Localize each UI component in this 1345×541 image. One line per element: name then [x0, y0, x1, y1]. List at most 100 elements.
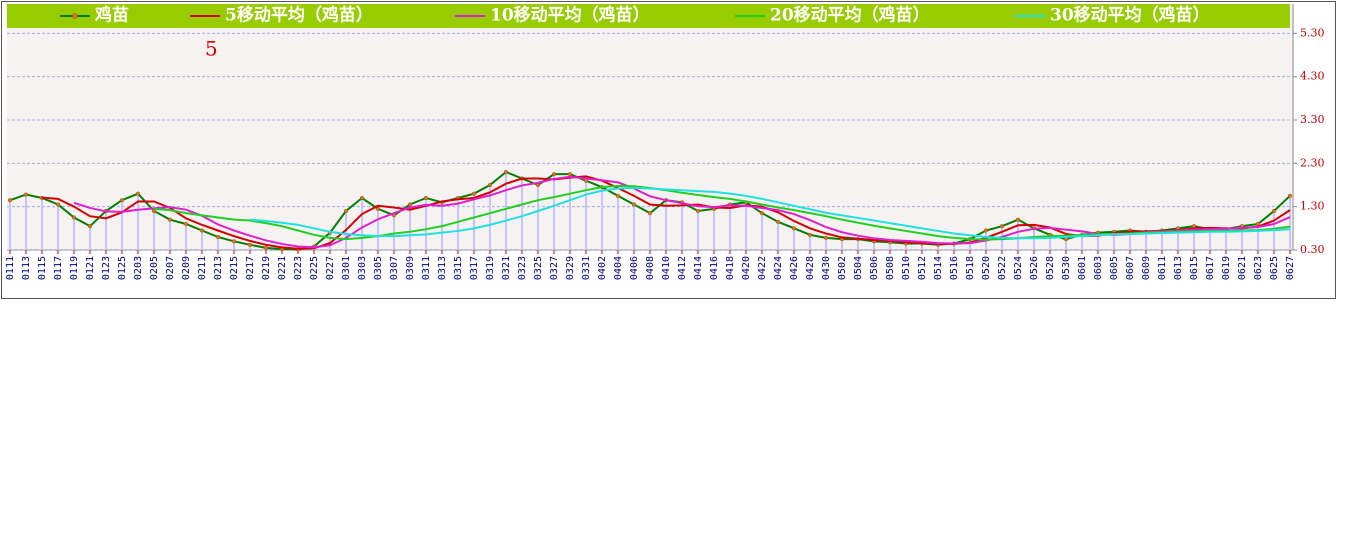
y-tick-label: 4.30 — [1300, 70, 1325, 83]
x-tick-label: 0621 — [1237, 256, 1248, 280]
bar — [521, 178, 523, 250]
x-tick-label: 0317 — [469, 256, 480, 280]
x-tick-label: 0418 — [725, 256, 736, 280]
x-tick-label: 0420 — [741, 256, 752, 280]
bar — [1161, 230, 1163, 250]
x-tick-label: 0502 — [837, 256, 848, 280]
point — [55, 202, 61, 207]
point — [983, 228, 989, 233]
bar — [1049, 234, 1051, 250]
bar — [953, 243, 955, 250]
bar — [137, 193, 139, 250]
x-tick-label: 0315 — [453, 256, 464, 280]
bar — [553, 174, 555, 250]
bar — [569, 174, 571, 250]
x-tick-label: 0325 — [533, 256, 544, 280]
point — [375, 206, 381, 211]
x-tick-label: 0605 — [1109, 256, 1120, 280]
bar — [617, 195, 619, 250]
bar — [761, 213, 763, 250]
bar — [1209, 229, 1211, 250]
point — [167, 217, 173, 222]
bar — [873, 241, 875, 250]
bar — [217, 237, 219, 250]
x-tick-label: 0113 — [21, 256, 32, 280]
x-tick-label: 0319 — [485, 256, 496, 280]
bar — [665, 200, 667, 250]
x-tick-label: 0603 — [1093, 256, 1104, 280]
y-tick-label: 1.30 — [1300, 200, 1325, 213]
x-tick-label: 0412 — [677, 256, 688, 280]
point — [199, 228, 205, 233]
x-tick-label: 0615 — [1189, 256, 1200, 280]
bar — [457, 198, 459, 250]
x-tick-label: 0514 — [933, 256, 944, 280]
legend-box — [7, 4, 1290, 28]
bar — [905, 243, 907, 250]
point — [343, 208, 349, 214]
x-tick-label: 0625 — [1269, 256, 1280, 280]
x-tick-label: 0217 — [245, 256, 256, 280]
x-tick-label: 0613 — [1173, 256, 1184, 280]
x-tick-label: 0211 — [197, 256, 208, 280]
bar — [777, 221, 779, 250]
x-tick-label: 0522 — [997, 256, 1008, 280]
x-tick-label: 0504 — [853, 256, 864, 280]
x-tick-label: 0207 — [165, 256, 176, 280]
bar — [1177, 228, 1179, 250]
bar — [489, 185, 491, 250]
bar — [937, 244, 939, 250]
point — [87, 224, 93, 229]
point — [775, 219, 781, 224]
bar — [537, 185, 539, 250]
x-tick-label: 0414 — [693, 256, 704, 280]
bar — [1241, 226, 1243, 250]
x-tick-label: 0611 — [1157, 256, 1168, 280]
x-tick-label: 0209 — [181, 256, 192, 280]
y-tick-label: 0.30 — [1300, 243, 1325, 256]
x-tick-label: 0205 — [149, 256, 160, 280]
point — [183, 221, 189, 227]
bar — [377, 208, 379, 250]
x-tick-label: 0121 — [85, 256, 96, 280]
point — [759, 211, 765, 216]
point — [231, 239, 237, 244]
bar — [1145, 231, 1147, 250]
bar — [585, 180, 587, 250]
bar — [745, 202, 747, 250]
x-tick-label: 0323 — [517, 256, 528, 280]
bar — [969, 239, 971, 250]
bar — [1289, 195, 1291, 250]
x-tick-label: 0619 — [1221, 256, 1232, 280]
series-line — [249, 187, 1291, 240]
x-tick-label: 0119 — [69, 256, 80, 280]
x-tick-label: 0115 — [37, 256, 48, 280]
bar — [1193, 226, 1195, 250]
x-tick-label: 0402 — [597, 256, 608, 280]
annotation: 5 — [205, 37, 218, 61]
x-tick-label: 0422 — [757, 256, 768, 280]
x-tick-label: 0623 — [1253, 256, 1264, 280]
x-tick-label: 0227 — [325, 256, 336, 280]
x-tick-label: 0223 — [293, 256, 304, 280]
y-tick-label: 3.30 — [1300, 113, 1325, 126]
bar — [649, 213, 651, 250]
x-tick-label: 0408 — [645, 256, 656, 280]
bar — [505, 172, 507, 250]
x-tick-label: 0125 — [117, 256, 128, 280]
bar — [1225, 229, 1227, 250]
legend-label: 20移动平均（鸡苗） — [770, 5, 930, 26]
point — [631, 202, 637, 207]
bar — [601, 187, 603, 250]
x-tick-label: 0516 — [949, 256, 960, 280]
x-tick-label: 0512 — [917, 256, 928, 280]
x-tick-label: 0331 — [581, 256, 592, 280]
x-tick-label: 0430 — [821, 256, 832, 280]
bar — [729, 204, 731, 250]
x-tick-label: 0301 — [341, 256, 352, 280]
point — [423, 195, 429, 201]
bar — [681, 202, 683, 250]
bar — [201, 230, 203, 250]
